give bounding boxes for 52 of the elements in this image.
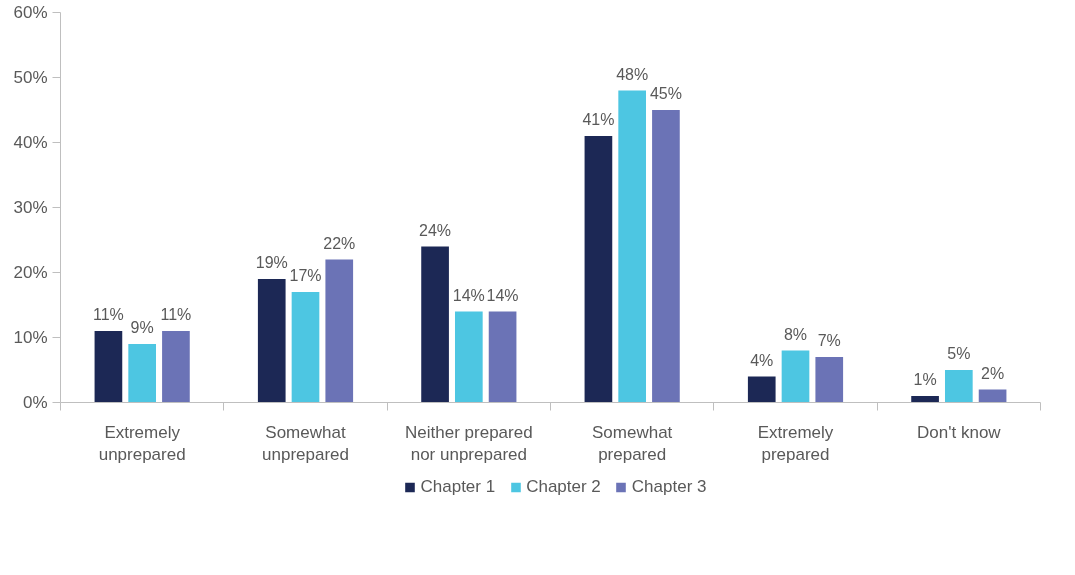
bar — [978, 389, 1007, 403]
data-label: 22% — [323, 234, 356, 252]
data-label: 2% — [981, 364, 1005, 382]
bar — [128, 344, 157, 403]
bar — [325, 259, 354, 403]
data-label: 45% — [649, 85, 682, 102]
bar — [618, 90, 647, 403]
x-tick-label: Somewhat unprepared — [262, 422, 349, 465]
data-label: 8% — [783, 325, 808, 343]
data-label: 1% — [913, 371, 937, 388]
bar — [488, 311, 517, 403]
x-tick-label: Extremely prepared — [757, 422, 834, 465]
y-tick-label: 20% — [13, 263, 48, 282]
legend-label: Chapter 3 — [631, 477, 707, 497]
data-label: 5% — [947, 345, 971, 362]
bar — [781, 350, 810, 403]
bar — [911, 396, 939, 403]
bar — [584, 136, 613, 403]
y-tick-label: 30% — [13, 198, 48, 217]
data-label: 41% — [582, 111, 615, 128]
bar — [454, 311, 483, 403]
bar — [162, 331, 190, 403]
y-tick-label: 10% — [13, 328, 48, 347]
x-tick-label: Neither prepared nor unprepared — [405, 422, 533, 465]
y-tick-label: 50% — [13, 68, 48, 87]
y-tick-label: 0% — [22, 393, 48, 412]
bar — [652, 110, 680, 403]
bar — [291, 292, 320, 403]
data-label: 17% — [289, 267, 322, 284]
data-label: 4% — [750, 351, 774, 369]
y-tick-label: 40% — [13, 133, 48, 152]
legend-label: Chapter 2 — [526, 477, 601, 497]
bar — [421, 246, 449, 403]
bar — [94, 331, 123, 403]
data-label: 48% — [616, 65, 649, 83]
x-tick-label: Extremely unprepared — [98, 422, 186, 465]
data-label: 19% — [255, 254, 288, 271]
data-label: 9% — [130, 319, 154, 336]
data-label: 14% — [486, 286, 519, 304]
legend-label: Chapter 1 — [420, 477, 496, 497]
x-tick-label: Somewhat prepared — [592, 422, 673, 465]
bar — [944, 370, 973, 403]
bar — [257, 279, 286, 403]
data-label: 7% — [817, 332, 841, 349]
x-tick-label: Don't know — [917, 422, 1002, 442]
data-label: 11% — [92, 306, 124, 323]
bar — [815, 357, 844, 403]
data-label: 11% — [160, 306, 192, 323]
bar — [747, 376, 776, 403]
data-label: 14% — [452, 286, 485, 304]
data-label: 24% — [419, 221, 452, 239]
y-tick-label: 60% — [13, 3, 48, 22]
